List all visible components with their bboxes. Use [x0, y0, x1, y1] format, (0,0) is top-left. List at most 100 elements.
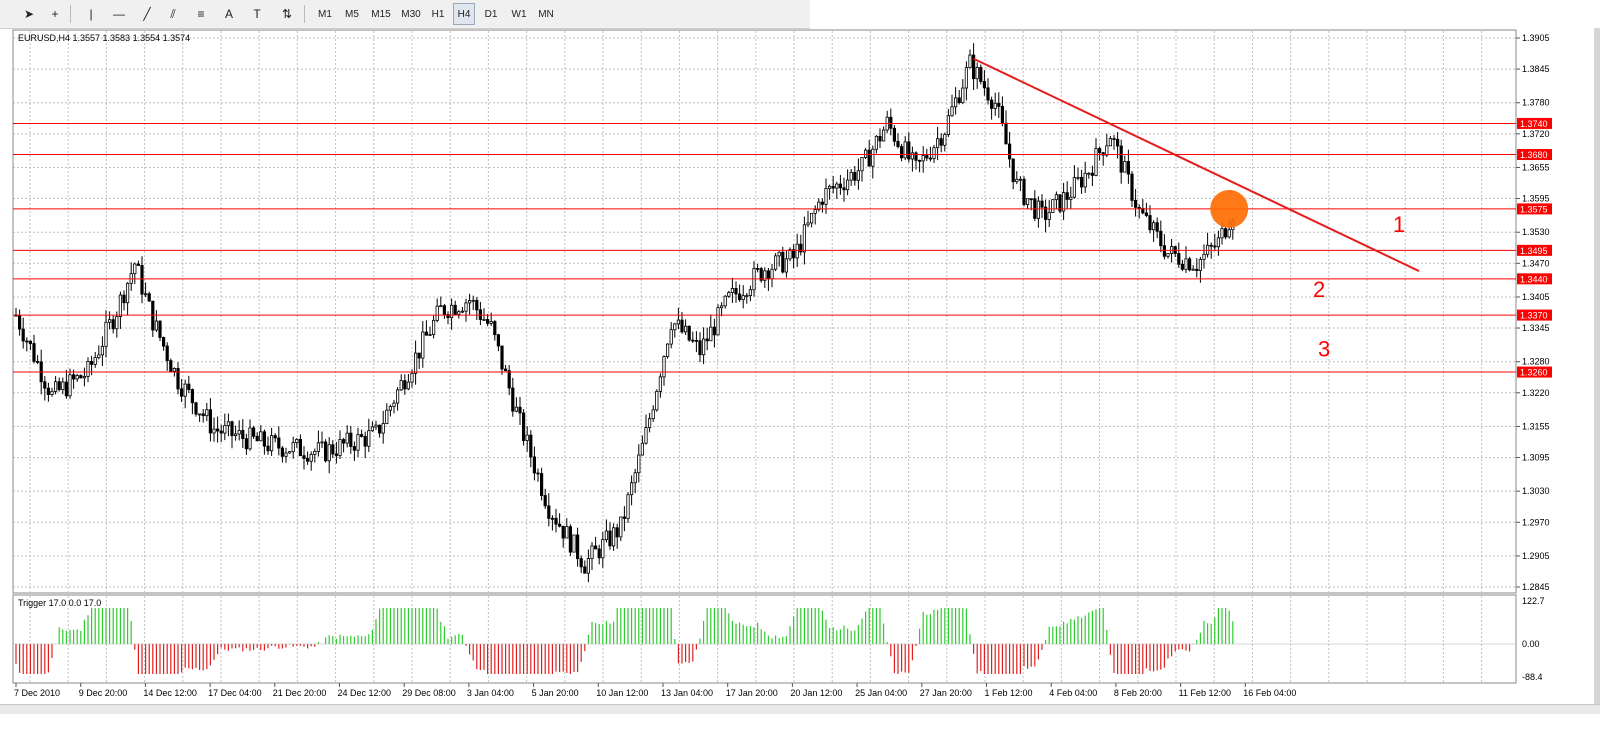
trendline[interactable] — [973, 57, 1420, 272]
vertical-line-icon[interactable]: | — [89, 7, 93, 21]
candle-body — [154, 320, 158, 331]
trendline-icon[interactable]: ╱ — [143, 7, 151, 21]
candle-body — [1076, 176, 1080, 179]
candle-body — [1011, 158, 1015, 183]
candle-body — [1162, 245, 1166, 257]
time-tick-label: 11 Feb 12:00 — [1179, 688, 1231, 698]
candle-body — [356, 434, 360, 451]
candle-body — [932, 147, 936, 160]
candle-body — [395, 389, 400, 404]
candle-body — [50, 390, 54, 395]
candle-body — [774, 255, 778, 270]
candle-body — [244, 438, 248, 450]
candle-body — [1137, 206, 1141, 209]
level-price-label: 1.3575 — [1520, 204, 1548, 214]
candle-body — [424, 331, 429, 336]
candle-body — [79, 375, 83, 379]
timeframe-d1-button[interactable]: D1 — [484, 8, 498, 20]
price-chart[interactable]: 1.3740 1.3680 1.3575 1.3495 1.3440 1.3370 1.32… — [0, 28, 1594, 732]
candle-body — [406, 381, 411, 390]
support-resistance-levels[interactable]: 1.3740 1.3680 1.3575 1.3495 1.3440 1.3370 1.32… — [13, 117, 1552, 378]
time-tick-label: 21 Dec 20:00 — [273, 688, 327, 698]
level-price-label: 1.3260 — [1520, 368, 1548, 378]
candle-body — [118, 294, 122, 317]
candle-body — [871, 148, 875, 167]
candle-body — [1224, 228, 1228, 238]
cursor-icon[interactable]: ➤ — [23, 7, 35, 21]
candle-body — [269, 435, 274, 452]
indicator-scale-label: 0.00 — [1522, 639, 1540, 649]
time-tick-label: 25 Jan 04:00 — [855, 688, 907, 698]
timeframe-mn-button[interactable]: MN — [538, 8, 554, 20]
candle-body — [705, 338, 709, 342]
candle-body — [716, 307, 720, 336]
candle-body — [1040, 200, 1044, 208]
candle-body — [17, 314, 22, 330]
candle-body — [604, 530, 609, 540]
candle-body — [100, 345, 104, 356]
horizontal-line-icon[interactable]: — — [113, 7, 125, 21]
candle-body — [1044, 206, 1048, 220]
candle-body — [961, 87, 965, 104]
candle-body — [36, 361, 40, 363]
candle-body — [334, 453, 339, 456]
candle-body — [428, 334, 432, 336]
candle-body — [550, 517, 555, 520]
candle-body — [892, 127, 897, 142]
time-tick-label: 5 Jan 20:00 — [532, 688, 579, 698]
candle-body — [201, 413, 205, 417]
candle-body — [1029, 198, 1033, 201]
candle-body — [975, 67, 979, 80]
toolbar-separator — [304, 5, 305, 23]
candle-body — [687, 325, 691, 341]
text-label-icon[interactable]: T — [253, 7, 261, 21]
candle-body — [496, 334, 501, 347]
annotation-label: 1 — [1393, 212, 1405, 237]
candle-body — [536, 472, 540, 475]
candle-body — [1148, 215, 1152, 231]
candle-body — [828, 185, 832, 189]
text-icon[interactable]: A — [224, 7, 233, 21]
timeframe-m15-button[interactable]: M15 — [371, 8, 391, 20]
equidistant-channel-icon[interactable]: ⫽ — [170, 6, 176, 21]
level-price-tag — [1517, 244, 1552, 256]
time-tick-label: 13 Jan 04:00 — [661, 688, 713, 698]
chart-annotations: 1 2 3 — [1313, 212, 1405, 361]
candle-body — [795, 243, 799, 259]
level-price-label: 1.3680 — [1520, 150, 1548, 160]
candle-body — [810, 212, 814, 224]
candle-body — [197, 413, 202, 416]
candle-body — [1130, 173, 1134, 201]
candle-body — [770, 268, 774, 280]
candle-body — [799, 243, 803, 253]
timeframe-h4-button[interactable]: H4 — [453, 3, 475, 25]
timeframe-m1-button[interactable]: M1 — [318, 8, 332, 20]
candle-body — [57, 381, 61, 391]
candle-body — [233, 433, 238, 437]
candle-body — [759, 268, 763, 281]
timeframe-h1-button[interactable]: H1 — [431, 8, 445, 20]
arrows-icon[interactable]: ⇅ — [281, 7, 293, 21]
candle-body — [161, 337, 166, 347]
candle-body — [723, 295, 727, 307]
candle-body — [32, 343, 36, 362]
price-tick-label: 1.3095 — [1522, 453, 1550, 463]
candle-body — [25, 340, 29, 343]
candle-body — [612, 527, 616, 547]
candle-body — [212, 428, 216, 434]
level-price-label: 1.3370 — [1520, 311, 1548, 321]
candle-body — [903, 141, 907, 159]
time-tick-label: 29 Dec 08:00 — [402, 688, 456, 698]
candle-body — [673, 323, 677, 331]
candle-body — [640, 442, 645, 456]
candle-body — [287, 451, 292, 454]
candle-body — [1087, 172, 1091, 175]
timeframe-m30-button[interactable]: M30 — [401, 8, 421, 20]
fibonacci-icon[interactable]: ≡ — [197, 7, 205, 21]
time-tick-label: 3 Jan 04:00 — [467, 688, 514, 698]
crosshair-icon[interactable]: + — [51, 7, 59, 21]
candle-body — [734, 288, 738, 295]
timeframe-w1-button[interactable]: W1 — [511, 8, 527, 20]
timeframe-m5-button[interactable]: M5 — [345, 8, 359, 20]
candle-body — [583, 566, 587, 574]
